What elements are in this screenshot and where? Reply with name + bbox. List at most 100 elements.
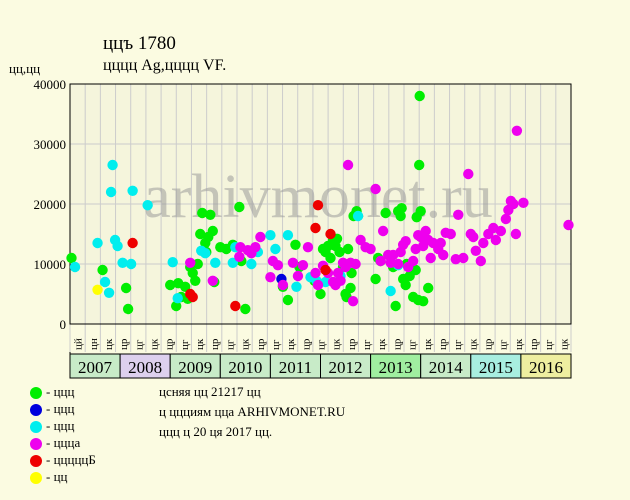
data-point [240, 303, 251, 315]
year-band [119, 353, 171, 379]
x-tick-label: цг [407, 339, 419, 350]
data-point [370, 183, 381, 195]
data-point [425, 252, 436, 264]
data-point [207, 275, 218, 286]
legend-label: - ццц [46, 401, 75, 416]
data-point [292, 270, 304, 282]
data-point [453, 209, 464, 220]
legend-label: - цццццБ [46, 452, 96, 467]
x-tick-label: цг [361, 339, 373, 350]
legend-label: - ццца [46, 435, 81, 450]
year-label: 2016 [529, 358, 563, 377]
data-point [97, 264, 108, 276]
legend-item-red: - цццццБ [30, 452, 140, 470]
x-tick-label: цк [103, 338, 115, 350]
data-point [265, 272, 276, 283]
data-point [69, 261, 81, 273]
data-point [103, 287, 115, 298]
data-point [117, 257, 128, 268]
x-tick-label: цг [498, 339, 510, 350]
data-point [66, 252, 77, 264]
data-point [385, 285, 396, 297]
x-tick-label: цк [376, 338, 388, 350]
data-point [310, 267, 321, 279]
year-label: 2012 [329, 358, 363, 377]
data-point [400, 236, 411, 247]
date-note: ццц ц 20 ця 2017 цц. [159, 424, 273, 439]
y-tick-label: 10000 [34, 257, 67, 272]
legend-marker [30, 472, 42, 484]
data-point [310, 222, 321, 234]
data-point [390, 300, 401, 312]
data-point [332, 267, 344, 279]
data-point [352, 210, 364, 222]
data-point [207, 225, 218, 237]
data-points [66, 90, 574, 315]
x-tick-label: цк [285, 338, 297, 350]
average-price-note: цcняя цц 21217 цц [159, 384, 261, 399]
legend-label: - ццц [46, 418, 75, 433]
x-tick-label: цн [88, 338, 100, 350]
x-tick-label: цр [255, 338, 267, 350]
data-point [92, 237, 103, 249]
data-point [345, 282, 356, 294]
x-tick-label: цк [467, 338, 479, 350]
data-point [392, 258, 404, 270]
year-label: 2015 [479, 358, 513, 377]
data-point [342, 243, 354, 255]
legend-marker [30, 421, 42, 433]
data-point [105, 186, 117, 198]
data-point [125, 258, 137, 270]
year-band [320, 353, 372, 379]
data-point [413, 159, 425, 171]
data-point [418, 296, 429, 307]
watermark: arhivmonet.ru [143, 163, 493, 231]
data-point [334, 246, 345, 258]
data-point [107, 159, 118, 171]
x-tick-label: цр [300, 338, 312, 350]
data-point [475, 255, 487, 267]
data-point [325, 228, 336, 240]
x-tick-label: цг [452, 339, 464, 350]
data-point [463, 168, 474, 180]
data-point [120, 282, 132, 294]
x-axis: цй цн цк цр цг цк цр цг цк цр цг цк цр цг цк цр цг цк цр цг… [69, 338, 572, 379]
legend-item-blue: - ццц [30, 401, 140, 419]
legend-marker [30, 387, 42, 399]
year-label: 2008 [128, 358, 162, 377]
x-tick-label: цк [331, 338, 343, 350]
chart-subtitle: цццц Ag,цццц VF. [103, 57, 227, 74]
y-tick-label: 40000 [34, 77, 67, 92]
data-point [563, 219, 574, 231]
legend-item-magenta: - ццца [30, 435, 140, 453]
x-tick-label: цр [164, 338, 176, 350]
data-point [165, 279, 176, 291]
data-point [205, 209, 216, 220]
data-point [282, 230, 294, 241]
data-point [187, 291, 198, 303]
x-tick-label: цр [209, 338, 221, 350]
data-point [458, 252, 469, 264]
data-point [142, 200, 153, 211]
data-point [414, 90, 425, 102]
x-tick-label: цк [240, 338, 252, 350]
data-point [350, 258, 361, 270]
x-tick-label: цр [528, 338, 540, 350]
year-band [420, 353, 472, 379]
data-point [127, 185, 138, 196]
data-point [375, 255, 386, 267]
year-band [169, 353, 221, 379]
data-point [468, 231, 479, 243]
data-point [190, 275, 201, 286]
x-tick-label: цр [437, 338, 449, 350]
x-tick-label: цг [543, 339, 555, 350]
legend-label: - ццц [46, 384, 75, 399]
legend-label: - цц [46, 469, 68, 484]
data-point [265, 230, 276, 241]
y-tick-label: 0 [60, 317, 67, 332]
y-tick-label: 20000 [34, 197, 67, 212]
data-point [347, 296, 359, 307]
data-point [415, 206, 426, 217]
x-tick-label: цр [118, 338, 130, 350]
